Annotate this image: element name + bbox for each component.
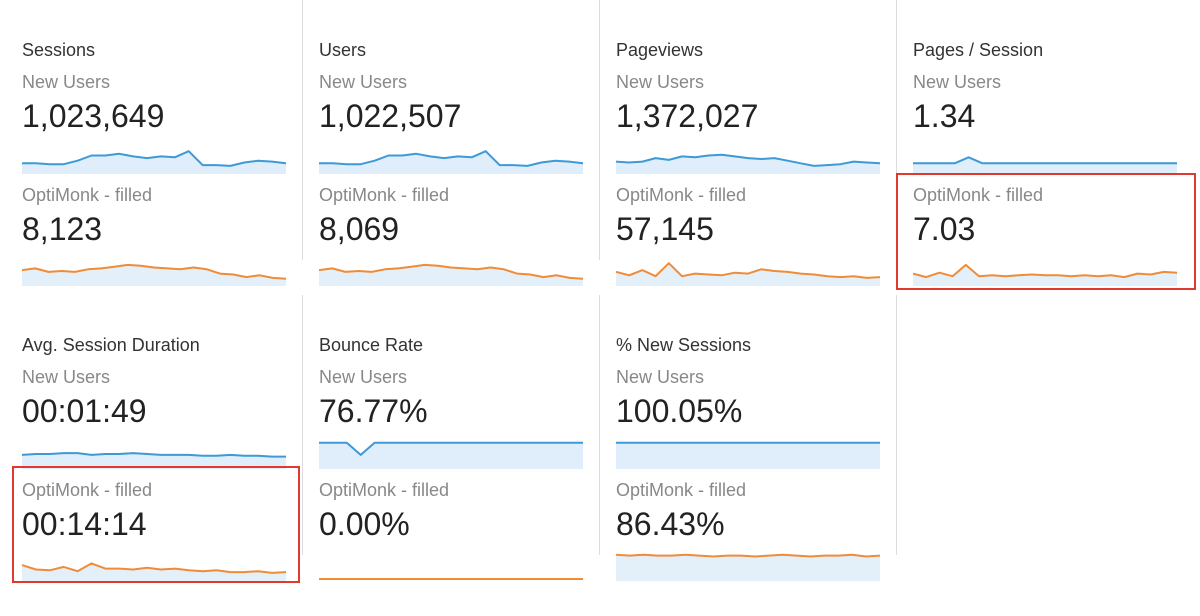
sparkline-new-users — [319, 150, 583, 174]
segment-label-optimonk: OptiMonk - filled — [319, 480, 450, 500]
sparkline-area — [319, 442, 583, 469]
metric-title: Avg. Session Duration — [22, 335, 200, 355]
sparkline-optimonk — [616, 262, 880, 286]
sparkline-optimonk — [22, 562, 286, 581]
segment-value-new-users: 1,022,507 — [319, 98, 462, 134]
segment-label-new-users: New Users — [319, 367, 408, 387]
sparkline-new-users — [22, 150, 286, 174]
metric-title: Bounce Rate — [319, 335, 424, 355]
sparkline-optimonk — [913, 263, 1177, 286]
metric-title: Pageviews — [616, 40, 704, 60]
sparkline-line — [913, 263, 1177, 279]
metric-card-pageviews[interactable]: Pageviews New Users 1,372,027 OptiMonk -… — [599, 0, 880, 286]
segment-value-new-users: 1,023,649 — [22, 98, 165, 134]
segment-label-new-users: New Users — [616, 72, 705, 92]
segment-value-optimonk: 8,069 — [319, 211, 400, 247]
segment-label-optimonk: OptiMonk - filled — [319, 185, 450, 205]
sparkline-optimonk — [616, 553, 880, 581]
segment-label-new-users: New Users — [22, 72, 111, 92]
segment-label-optimonk: OptiMonk - filled — [913, 185, 1044, 205]
segment-value-optimonk: 57,145 — [616, 211, 714, 247]
sparkline-new-users — [616, 153, 880, 174]
metric-title: Users — [319, 40, 367, 60]
segment-value-optimonk: 7.03 — [913, 211, 976, 247]
sparkline-area — [913, 157, 1177, 174]
metric-card-avg-session-duration[interactable]: Avg. Session Duration New Users 00:01:49… — [6, 295, 286, 581]
metric-title: Pages / Session — [913, 40, 1044, 60]
segment-label-optimonk: OptiMonk - filled — [22, 480, 153, 500]
segment-value-optimonk: 00:14:14 — [22, 506, 147, 542]
metric-card-new-sessions[interactable]: % New Sessions New Users 100.05% OptiMon… — [599, 295, 880, 581]
sparkline-line — [22, 150, 286, 167]
metric-title: % New Sessions — [616, 335, 752, 355]
metric-card-users[interactable]: Users New Users 1,022,507 OptiMonk - fil… — [302, 0, 583, 286]
sparkline-line — [22, 263, 286, 280]
metric-card-bounce-rate[interactable]: Bounce Rate New Users 76.77% OptiMonk - … — [302, 295, 583, 580]
sparkline-line — [319, 441, 583, 456]
segment-value-new-users: 00:01:49 — [22, 393, 147, 429]
sparkline-optimonk — [319, 578, 583, 580]
sparkline-line — [22, 562, 286, 574]
sparkline-area — [616, 263, 880, 286]
sparkline-optimonk — [319, 263, 583, 286]
sparkline-area — [616, 154, 880, 174]
sparkline-area — [616, 442, 880, 469]
sparkline-line — [616, 553, 880, 558]
sparkline-line — [913, 156, 1177, 165]
sparkline-area — [616, 554, 880, 581]
segment-label-new-users: New Users — [616, 367, 705, 387]
segment-value-new-users: 76.77% — [319, 393, 428, 429]
metric-card-sessions[interactable]: Sessions New Users 1,023,649 OptiMonk - … — [6, 0, 286, 286]
sparkline-line — [319, 263, 583, 280]
metric-title: Sessions — [22, 40, 96, 60]
segment-label-optimonk: OptiMonk - filled — [22, 185, 153, 205]
sparkline-line — [319, 150, 583, 167]
sparkline-line — [616, 153, 880, 167]
sparkline-area — [22, 563, 286, 581]
sparkline-line — [616, 262, 880, 279]
segment-label-optimonk: OptiMonk - filled — [616, 185, 747, 205]
sparkline-new-users — [913, 156, 1177, 174]
segment-label-new-users: New Users — [319, 72, 408, 92]
segment-value-new-users: 1,372,027 — [616, 98, 759, 134]
segment-label-new-users: New Users — [22, 367, 111, 387]
segment-value-new-users: 100.05% — [616, 393, 743, 429]
sparkline-new-users — [319, 441, 583, 469]
metric-card-pages-per-session[interactable]: Pages / Session New Users 1.34 OptiMonk … — [896, 0, 1177, 286]
segment-value-new-users: 1.34 — [913, 98, 976, 134]
sparkline-area — [22, 453, 286, 469]
sparkline-optimonk — [22, 263, 286, 286]
segment-label-optimonk: OptiMonk - filled — [616, 480, 747, 500]
sparkline-new-users — [616, 441, 880, 469]
segment-value-optimonk: 86.43% — [616, 506, 725, 542]
sparkline-line — [22, 452, 286, 458]
segment-label-new-users: New Users — [913, 72, 1002, 92]
segment-value-optimonk: 0.00% — [319, 506, 410, 542]
segment-value-optimonk: 8,123 — [22, 211, 103, 247]
sparkline-new-users — [22, 452, 286, 469]
metric-card-empty — [896, 295, 1167, 555]
